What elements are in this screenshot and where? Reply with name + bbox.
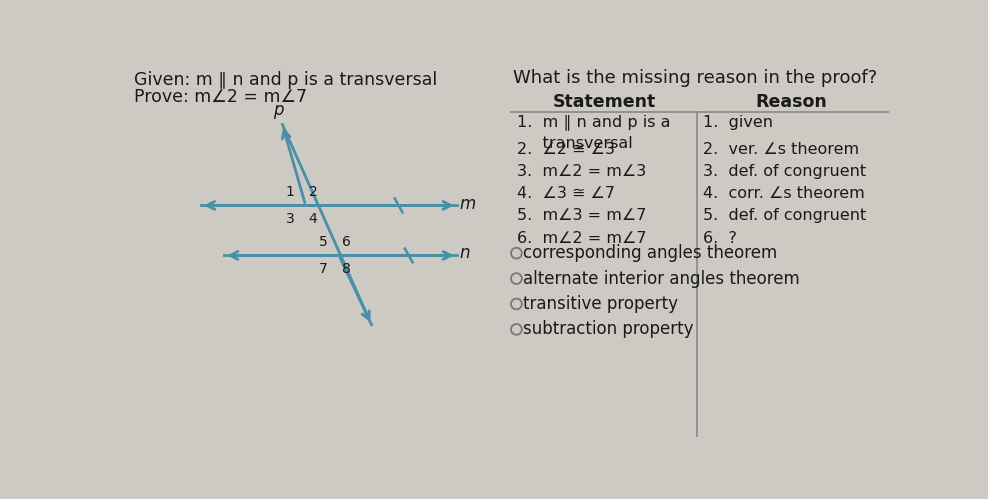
- Text: 5: 5: [319, 236, 328, 250]
- Text: Given: m ∥ n and p is a transversal: Given: m ∥ n and p is a transversal: [134, 71, 438, 89]
- Text: Reason: Reason: [756, 93, 827, 111]
- Text: What is the missing reason in the proof?: What is the missing reason in the proof?: [513, 69, 876, 87]
- Text: Prove: m∠2 = m∠7: Prove: m∠2 = m∠7: [134, 88, 307, 106]
- Text: subtraction property: subtraction property: [523, 320, 694, 338]
- Text: 6.  m∠2 = m∠7: 6. m∠2 = m∠7: [517, 231, 647, 246]
- Text: 4.  ∠3 ≅ ∠7: 4. ∠3 ≅ ∠7: [517, 186, 616, 201]
- Text: 6.  ?: 6. ?: [703, 231, 737, 246]
- Text: n: n: [459, 244, 470, 262]
- Text: 1.  m ∥ n and p is a
     transversal: 1. m ∥ n and p is a transversal: [517, 115, 671, 151]
- Text: 5.  def. of congruent: 5. def. of congruent: [703, 209, 866, 224]
- Text: 3.  def. of congruent: 3. def. of congruent: [703, 164, 866, 179]
- Text: 1.  given: 1. given: [703, 115, 774, 130]
- Text: m: m: [459, 195, 476, 213]
- Text: 7: 7: [319, 261, 328, 275]
- Text: 4.  corr. ∠s theorem: 4. corr. ∠s theorem: [703, 186, 864, 201]
- Text: alternate interior angles theorem: alternate interior angles theorem: [523, 269, 799, 287]
- Text: transitive property: transitive property: [523, 295, 678, 313]
- Text: corresponding angles theorem: corresponding angles theorem: [523, 244, 777, 262]
- Text: 6: 6: [342, 236, 351, 250]
- Text: 4: 4: [308, 212, 317, 226]
- Text: 2.  ∠2 ≅ ∠3: 2. ∠2 ≅ ∠3: [517, 142, 616, 157]
- Text: 5.  m∠3 = m∠7: 5. m∠3 = m∠7: [517, 209, 646, 224]
- Text: p: p: [274, 101, 284, 119]
- Text: Statement: Statement: [552, 93, 656, 111]
- Text: 3: 3: [286, 212, 294, 226]
- Text: 8: 8: [342, 261, 351, 275]
- Text: 1: 1: [286, 185, 294, 199]
- Text: 3.  m∠2 = m∠3: 3. m∠2 = m∠3: [517, 164, 646, 179]
- Text: 2: 2: [308, 185, 317, 199]
- Text: 2.  ver. ∠s theorem: 2. ver. ∠s theorem: [703, 142, 860, 157]
